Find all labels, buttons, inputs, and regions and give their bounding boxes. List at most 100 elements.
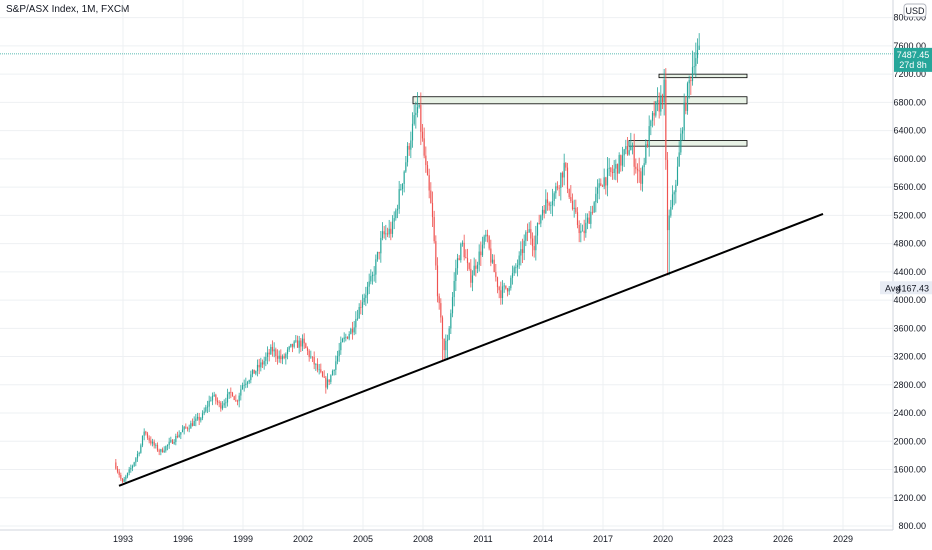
candle-body xyxy=(698,45,700,50)
candle-body xyxy=(173,442,175,444)
candle-body xyxy=(290,343,292,347)
candle-body xyxy=(318,369,320,371)
candle-body xyxy=(476,264,479,269)
candle-body xyxy=(141,435,144,446)
candle-body xyxy=(426,165,429,176)
time-tick-label: 2017 xyxy=(593,534,613,544)
candle-body xyxy=(330,375,332,382)
price-tick-label: 4000.00 xyxy=(893,295,926,305)
candle-body xyxy=(551,200,554,206)
candle-body xyxy=(523,240,525,253)
candle-body xyxy=(236,400,239,402)
candle-body xyxy=(533,246,535,251)
candle-body xyxy=(200,418,202,421)
candle-body xyxy=(445,340,447,351)
candle-body xyxy=(610,167,612,172)
candle-body xyxy=(398,189,400,209)
average-value: 4167.43 xyxy=(896,283,929,293)
candle-body xyxy=(158,450,160,452)
candle-body xyxy=(545,199,547,214)
candle-body xyxy=(586,217,589,223)
candle-body xyxy=(156,444,159,451)
candle-body xyxy=(638,170,640,172)
candle-body xyxy=(425,155,427,166)
candle-body xyxy=(325,377,327,388)
candle-body xyxy=(221,405,224,409)
candle-body xyxy=(661,95,664,103)
time-tick-label: 2014 xyxy=(533,534,553,544)
candle-body xyxy=(231,392,234,397)
currency-badge[interactable]: USD xyxy=(903,3,927,18)
price-tick-label: 2800.00 xyxy=(893,380,926,390)
price-tick-label: 3200.00 xyxy=(893,352,926,362)
time-tick-label: 2011 xyxy=(473,534,492,544)
candle-body xyxy=(256,364,259,372)
candle-body xyxy=(273,349,275,352)
candle-body xyxy=(605,177,607,186)
candle-body xyxy=(255,371,257,374)
candle-body xyxy=(363,297,365,303)
candle-body xyxy=(600,183,602,186)
candle-body xyxy=(243,384,245,386)
candle-body xyxy=(606,168,609,186)
candle-body xyxy=(625,146,627,150)
time-axis[interactable]: 1993 1996 1999 2002 2005 2008 2011 2014 2017 2020… xyxy=(113,534,853,544)
candle-body xyxy=(345,336,347,338)
price-tick-label: 3600.00 xyxy=(893,323,926,333)
candle-body xyxy=(185,426,187,428)
candle-body xyxy=(311,356,314,358)
candle-body xyxy=(281,356,284,360)
candle-body xyxy=(688,80,690,84)
candle-body xyxy=(138,452,140,454)
candle-body xyxy=(278,355,280,359)
candle-body xyxy=(241,385,244,390)
candle-body xyxy=(353,327,355,333)
candle-body xyxy=(386,233,389,235)
candle-body xyxy=(213,394,215,396)
candle-body xyxy=(121,478,124,482)
candle-body xyxy=(646,144,649,148)
candle-body xyxy=(383,231,385,235)
candle-body xyxy=(483,236,485,245)
candle-body xyxy=(581,230,584,232)
candle-body xyxy=(366,286,369,296)
candle-body xyxy=(298,340,300,348)
price-tick-label: 2400.00 xyxy=(893,408,926,418)
candle-body xyxy=(405,162,407,172)
candle-body xyxy=(675,184,677,193)
candle-body xyxy=(633,145,635,167)
candle-body xyxy=(540,215,542,224)
price-axis[interactable]: 8000.00 7600.00 7200.00 6800.00 6400.00 6000.… xyxy=(893,13,926,531)
candle-body xyxy=(223,403,225,406)
candle-body xyxy=(458,258,460,261)
candle-body xyxy=(308,350,310,358)
candle-body xyxy=(516,265,519,268)
candle-body xyxy=(526,232,529,234)
candle-body xyxy=(508,288,510,292)
candle-body xyxy=(153,441,155,446)
candle-body xyxy=(478,251,480,265)
candle-body xyxy=(418,105,420,108)
candle-body xyxy=(558,187,560,189)
candle-body xyxy=(286,349,289,355)
candle-body xyxy=(428,175,430,191)
candle-body xyxy=(550,205,552,206)
price-tick-label: 5200.00 xyxy=(893,210,926,220)
candle-body xyxy=(525,232,527,241)
candle-body xyxy=(270,346,272,355)
candle-body xyxy=(358,306,360,319)
candle-body xyxy=(226,394,229,403)
time-tick-label: 2005 xyxy=(353,534,373,544)
candle-body xyxy=(660,95,662,112)
candle-body xyxy=(496,277,499,288)
candle-body xyxy=(306,348,309,351)
time-tick-label: 2008 xyxy=(413,534,433,544)
candle-body xyxy=(280,355,282,360)
candle-body xyxy=(676,166,679,185)
average-tag: Avg 4167.43 xyxy=(880,281,932,295)
candle-body xyxy=(593,202,595,213)
candle-body xyxy=(511,273,514,278)
candle-body xyxy=(120,474,122,479)
candle-body xyxy=(263,360,265,365)
